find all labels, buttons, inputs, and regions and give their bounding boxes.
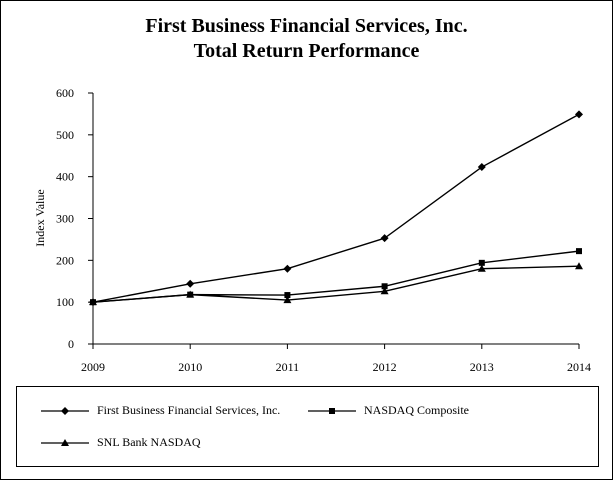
series-line-2 xyxy=(92,250,580,303)
data-point-triangle xyxy=(477,264,486,272)
legend: First Business Financial Services, Inc. … xyxy=(16,386,599,467)
data-point-triangle xyxy=(575,262,583,270)
series-markers xyxy=(89,110,583,307)
legend-label-series-1: First Business Financial Services, Inc. xyxy=(97,403,281,417)
x-tick-label: 2012 xyxy=(373,360,397,374)
y-axis-label: Index Value xyxy=(33,189,47,246)
data-point-diamond xyxy=(380,234,389,243)
data-point-diamond xyxy=(477,163,486,172)
data-point-triangle xyxy=(283,296,292,304)
legend-item-series-3: SNL Bank NASDAQ xyxy=(41,435,201,450)
x-tick-label: 2011 xyxy=(276,360,300,374)
data-point-square xyxy=(381,283,388,290)
chart-title: First Business Financial Services, Inc. … xyxy=(0,14,613,64)
data-point-triangle xyxy=(89,298,97,306)
legend-item-series-1: First Business Financial Services, Inc. xyxy=(41,403,280,418)
legend-marker-diamond-icon xyxy=(41,406,89,415)
ticks: 0 100 200 300 400 500 600 2009 2010 2011 2012 2013 2… xyxy=(56,86,591,374)
data-point-square xyxy=(284,292,291,299)
data-point-diamond xyxy=(575,110,583,119)
legend-marker-triangle-icon xyxy=(41,438,89,446)
y-tick-label: 300 xyxy=(56,212,74,226)
data-point-triangle xyxy=(186,290,195,298)
data-point-square xyxy=(576,248,582,255)
chart-title-line2: Total Return Performance xyxy=(193,40,420,62)
series-line-1 xyxy=(92,113,580,303)
legend-marker-square-icon xyxy=(308,407,356,414)
y-tick-label: 400 xyxy=(56,170,74,184)
x-tick-label: 2010 xyxy=(178,360,202,374)
legend-label-series-2: NASDAQ Composite xyxy=(364,403,470,417)
legend-label-series-3: SNL Bank NASDAQ xyxy=(97,435,201,449)
y-tick-label: 100 xyxy=(56,295,74,309)
series-lines xyxy=(92,113,580,303)
data-point-diamond xyxy=(283,264,292,273)
x-tick-label: 2009 xyxy=(81,360,105,374)
series-line-3 xyxy=(92,265,580,303)
y-tick-label: 600 xyxy=(56,86,74,100)
x-tick-label: 2013 xyxy=(470,360,494,374)
y-tick-label: 0 xyxy=(68,337,74,351)
chart-title-line1: First Business Financial Services, Inc. xyxy=(145,15,468,37)
axes xyxy=(92,93,579,345)
y-tick-label: 200 xyxy=(56,253,74,267)
legend-item-series-2: NASDAQ Composite xyxy=(308,403,469,418)
data-point-square xyxy=(478,259,485,266)
x-tick-label: 2014 xyxy=(567,360,591,374)
data-point-triangle xyxy=(380,287,389,295)
data-point-diamond xyxy=(186,279,195,288)
y-tick-label: 500 xyxy=(56,128,74,142)
